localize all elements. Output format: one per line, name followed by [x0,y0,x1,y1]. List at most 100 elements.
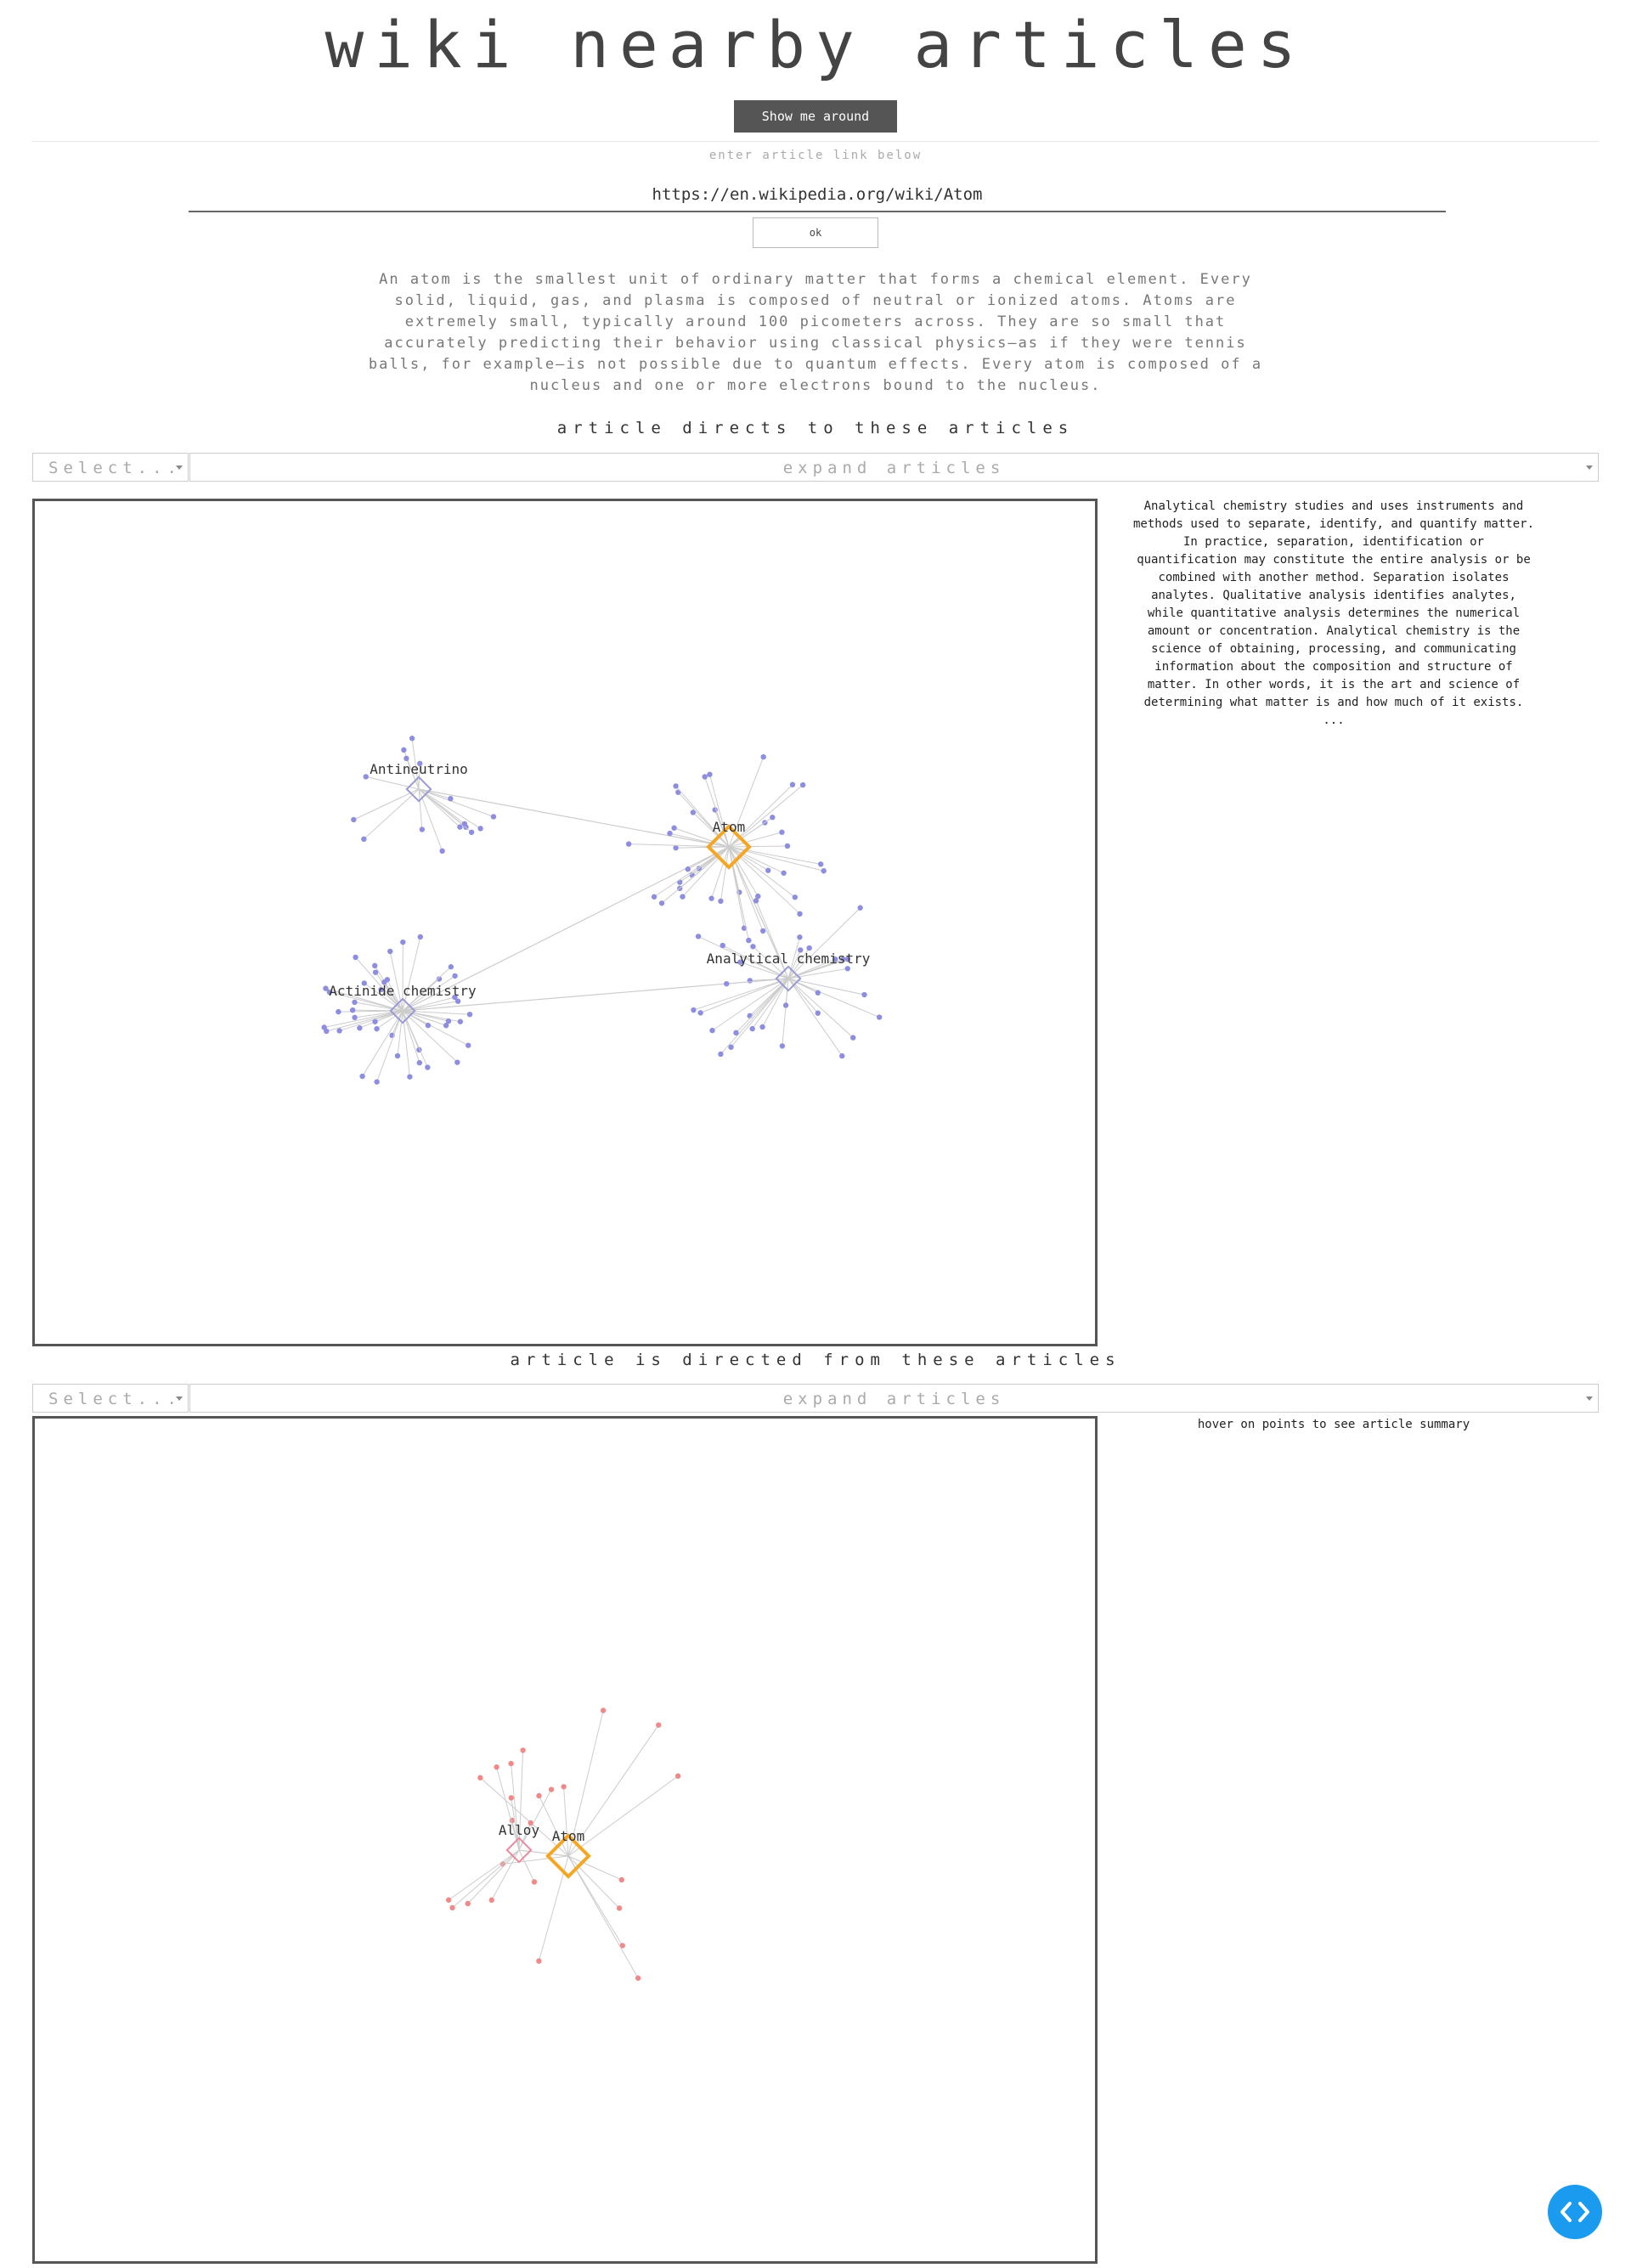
leaf-node[interactable] [876,1014,883,1020]
leaf-node[interactable] [372,1018,378,1024]
leaf-node[interactable] [747,978,753,984]
leaf-node[interactable] [695,934,702,939]
leaf-node[interactable] [651,894,657,900]
leaf-node[interactable] [454,998,461,1004]
leaf-node[interactable] [374,1025,380,1032]
leaf-node[interactable] [806,945,812,951]
leaf-node[interactable] [616,1905,623,1911]
leaf-node[interactable] [680,894,686,900]
leaf-node[interactable] [718,898,724,905]
leaf-node[interactable] [321,1024,327,1030]
leaf-node[interactable] [635,1975,641,1981]
leaf-node[interactable] [707,771,713,777]
leaf-node[interactable] [445,1018,452,1024]
leaf-node[interactable] [416,1059,423,1066]
incoming-graph-panel[interactable]: Atom Alloy [32,1416,1098,2264]
leaf-node[interactable] [349,1007,356,1013]
leaf-node[interactable] [667,830,673,837]
leaf-node[interactable] [779,1043,786,1049]
hub-node-antineutrino[interactable] [405,776,432,803]
leaf-node[interactable] [407,1074,413,1080]
leaf-node[interactable] [760,753,766,760]
article-url-input[interactable] [189,178,1446,212]
leaf-node[interactable] [747,1013,753,1019]
leaf-node[interactable] [658,900,665,906]
leaf-node[interactable] [457,1018,464,1024]
leaf-node[interactable] [708,895,714,901]
leaf-node[interactable] [445,1897,452,1903]
leaf-node[interactable] [724,980,730,987]
leaf-node[interactable] [750,944,756,950]
leaf-node[interactable] [548,1786,555,1792]
leaf-node[interactable] [625,841,632,847]
leaf-node[interactable] [690,810,697,815]
leaf-node[interactable] [733,1030,739,1036]
leaf-node[interactable] [784,843,791,849]
outgoing-expand-select[interactable]: expand articles [189,453,1599,482]
leaf-node[interactable] [685,866,691,872]
hub-node-atom[interactable] [545,1833,591,1879]
leaf-node[interactable] [671,825,677,831]
leaf-node[interactable] [797,911,803,917]
outgoing-graph-panel[interactable]: Atom Antineutrino Actinide chemistry Analyt… [32,499,1098,1346]
leaf-node[interactable] [702,774,708,780]
leaf-node[interactable] [797,934,803,940]
hub-node-alloy[interactable] [505,1836,533,1864]
leaf-node[interactable] [850,1035,856,1041]
leaf-node[interactable] [443,1023,449,1029]
leaf-node[interactable] [372,969,379,975]
leaf-node[interactable] [449,1904,455,1911]
leaf-node[interactable] [718,1051,724,1058]
hub-node-analytical-chemistry[interactable] [775,965,802,992]
leaf-node[interactable] [759,928,766,934]
leaf-node[interactable] [536,1792,542,1799]
leaf-node[interactable] [384,977,391,983]
leaf-node[interactable] [336,1008,341,1015]
incoming-expand-select[interactable]: expand articles [189,1384,1599,1413]
leaf-node[interactable] [753,898,759,904]
leaf-node[interactable] [323,985,329,991]
leaf-node[interactable] [844,956,851,962]
leaf-node[interactable] [691,1007,697,1013]
leaf-node[interactable] [494,1764,499,1770]
leaf-node[interactable] [466,1011,473,1018]
leaf-node[interactable] [600,1707,607,1713]
leaf-node[interactable] [673,844,679,851]
leaf-node[interactable] [536,1958,542,1964]
leaf-node[interactable] [490,814,497,820]
leaf-node[interactable] [461,821,468,827]
leaf-node[interactable] [425,1064,431,1070]
leaf-node[interactable] [401,747,407,753]
leaf-node[interactable] [452,994,458,1001]
leaf-node[interactable] [799,781,806,788]
outgoing-select[interactable]: Select... [32,453,189,482]
leaf-node[interactable] [326,989,333,996]
leaf-node[interactable] [466,1042,471,1048]
leaf-node[interactable] [815,1010,821,1016]
leaf-node[interactable] [488,1897,494,1904]
leaf-node[interactable] [839,1052,845,1059]
leaf-node[interactable] [746,937,752,944]
leaf-node[interactable] [448,796,454,802]
leaf-node[interactable] [508,1760,514,1767]
leaf-node[interactable] [409,736,415,742]
leaf-node[interactable] [425,1022,432,1029]
code-toggle-button[interactable] [1548,2185,1602,2239]
leaf-node[interactable] [387,948,393,955]
leaf-node[interactable] [619,1943,625,1949]
leaf-node[interactable] [697,1010,703,1016]
leaf-node[interactable] [674,1773,681,1780]
leaf-node[interactable] [844,966,850,972]
leaf-node[interactable] [759,1024,765,1030]
leaf-node[interactable] [454,1059,460,1065]
leaf-node[interactable] [728,1044,734,1050]
leaf-node[interactable] [457,824,463,830]
leaf-node[interactable] [419,827,426,832]
leaf-node[interactable] [832,956,838,962]
leaf-node[interactable] [709,1027,715,1034]
show-me-around-button[interactable]: Show me around [734,100,897,133]
leaf-node[interactable] [353,954,358,961]
incoming-select[interactable]: Select... [32,1384,189,1413]
leaf-node[interactable] [656,1722,662,1728]
leaf-node[interactable] [372,962,378,969]
